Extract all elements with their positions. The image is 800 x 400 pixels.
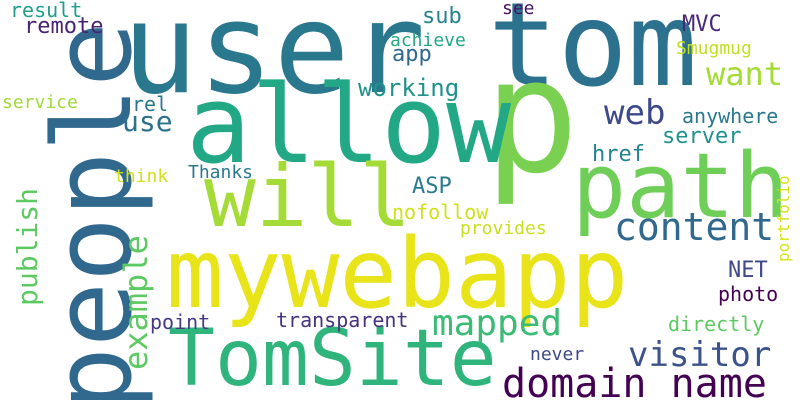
word-thanks: Thanks bbox=[188, 162, 254, 183]
word-want: want bbox=[706, 55, 784, 93]
word-mywebapp: mywebapp bbox=[166, 218, 629, 330]
word-provides: provides bbox=[460, 218, 547, 239]
word-anywhere: anywhere bbox=[682, 104, 779, 128]
word-service: service bbox=[2, 92, 78, 113]
word-mapped: mapped bbox=[432, 303, 563, 344]
word-asp: ASP bbox=[412, 174, 452, 199]
word-achieve: achieve bbox=[390, 30, 466, 51]
word-will: will bbox=[204, 147, 412, 247]
word-portfolio: portfolio bbox=[774, 175, 793, 262]
word-href: href bbox=[592, 142, 645, 167]
word-working: working bbox=[358, 74, 460, 102]
word-path: path bbox=[572, 134, 789, 239]
word-rel: rel bbox=[132, 92, 169, 116]
word-use: use bbox=[122, 105, 173, 138]
word-tomsite: TomSite bbox=[168, 314, 497, 400]
word-allow: allow bbox=[186, 63, 512, 188]
word-think: think bbox=[114, 166, 169, 187]
word-server: server bbox=[662, 124, 742, 149]
word-sub: sub bbox=[422, 4, 462, 29]
word-point: point bbox=[150, 310, 211, 334]
word-see: see bbox=[502, 0, 535, 19]
word-web: web bbox=[604, 93, 666, 133]
word-directly: directly bbox=[668, 312, 765, 336]
word-content: content bbox=[614, 205, 775, 249]
word-p: p bbox=[484, 25, 580, 209]
word-photo: photo bbox=[718, 282, 779, 306]
word-remote: remote bbox=[24, 14, 104, 39]
word-user: user bbox=[122, 0, 426, 122]
word-tom: tom bbox=[488, 0, 698, 113]
word-result: result bbox=[10, 0, 83, 22]
word-publish: publish bbox=[11, 187, 44, 306]
word-never: never bbox=[530, 344, 585, 365]
word-transparent: transparent bbox=[276, 308, 409, 332]
word-nofollow: nofollow bbox=[392, 200, 489, 224]
word-visitor: visitor bbox=[628, 335, 772, 375]
word-app: app bbox=[392, 42, 432, 67]
word-net: NET bbox=[728, 258, 768, 283]
word-domain-name: domain name bbox=[502, 361, 767, 400]
word-smugmug: Smugmug bbox=[676, 38, 752, 59]
word-mvc: MVC bbox=[682, 12, 722, 37]
word-example: example bbox=[117, 235, 155, 370]
